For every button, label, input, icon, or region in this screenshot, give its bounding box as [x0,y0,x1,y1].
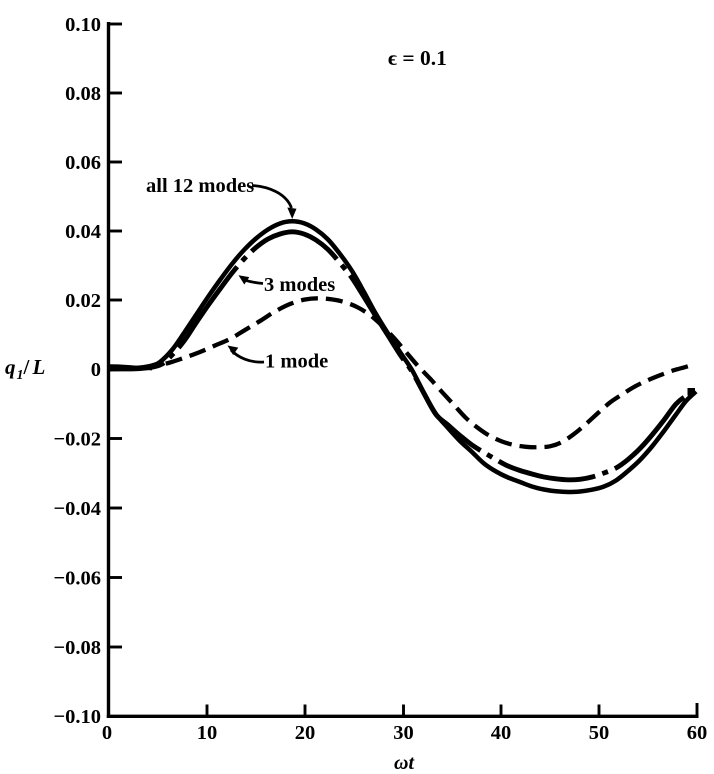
svg-text:1 mode: 1 mode [265,351,328,373]
svg-text:40: 40 [491,722,512,744]
svg-text:3 modes: 3 modes [264,274,335,296]
svg-text:60: 60 [687,722,708,744]
svg-text:−0.10: −0.10 [53,706,101,728]
svg-text:30: 30 [393,722,414,744]
svg-text:all 12 modes: all 12 modes [146,175,254,197]
svg-text:−0.06: −0.06 [53,568,101,590]
svg-text:0.08: 0.08 [65,83,101,105]
svg-text:0.10: 0.10 [65,14,101,36]
svg-text:ωt: ωt [394,752,415,774]
svg-text:50: 50 [589,722,610,744]
svg-text:0: 0 [91,359,101,381]
svg-text:−0.08: −0.08 [53,637,101,659]
svg-text:10: 10 [197,722,218,744]
svg-text:0.06: 0.06 [65,152,101,174]
svg-text:1: 1 [17,368,24,383]
svg-text:L: L [32,355,46,379]
svg-text:0.02: 0.02 [65,290,101,312]
svg-text:ϵ = 0.1: ϵ = 0.1 [388,46,447,70]
svg-text:20: 20 [295,722,316,744]
svg-text:0: 0 [102,722,112,744]
svg-text:0.04: 0.04 [65,221,101,243]
svg-text:q: q [5,355,16,379]
svg-text:−0.04: −0.04 [53,498,101,520]
svg-text:/: / [23,355,31,379]
svg-text:−0.02: −0.02 [53,429,101,451]
